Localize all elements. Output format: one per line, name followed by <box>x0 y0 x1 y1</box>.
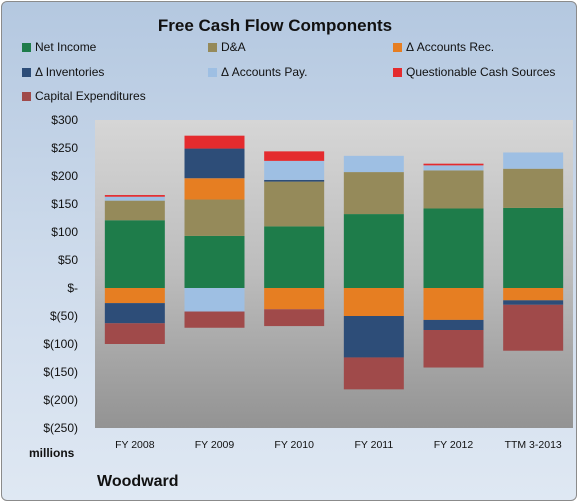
legend-swatch <box>208 43 217 52</box>
bar-segment <box>184 135 245 149</box>
bar-segment <box>343 155 404 173</box>
y-tick-label: $(100) <box>43 337 78 351</box>
bar-segment <box>264 309 325 327</box>
y-tick-label: $200 <box>51 169 78 183</box>
bar-segment <box>423 163 484 166</box>
y-tick-label: $150 <box>51 197 78 211</box>
x-tick-label: TTM 3-2013 <box>505 439 562 451</box>
bar-segment <box>503 152 564 169</box>
bar-segment <box>343 316 404 358</box>
bar-segment <box>264 151 325 161</box>
bar-segment <box>343 288 404 316</box>
bar-segment <box>184 178 245 200</box>
y-tick-label: $250 <box>51 141 78 155</box>
bar-segment <box>104 196 165 201</box>
bar-segment <box>503 207 564 288</box>
bar-segment <box>264 288 325 310</box>
legend-label: Questionable Cash Sources <box>406 65 556 79</box>
bar-segment <box>503 168 564 208</box>
legend-item-net-income: Net Income <box>22 40 96 54</box>
legend-swatch <box>22 43 31 52</box>
bar-segment <box>423 170 484 209</box>
y-tick-label: $- <box>67 281 78 295</box>
bar-segment <box>104 323 165 344</box>
legend-item-inventories: Δ Inventories <box>22 65 104 79</box>
bar-segment <box>264 179 325 182</box>
bar-segment <box>503 300 564 305</box>
bar-segment <box>423 165 484 171</box>
legend-item-d-and-a: D&A <box>208 40 246 54</box>
y-tick-label: $(150) <box>43 365 78 379</box>
bar-segment <box>423 319 484 330</box>
y-tick-label: $50 <box>58 253 78 267</box>
bar-segment <box>264 181 325 227</box>
bar-segment <box>343 172 404 215</box>
legend-label: Δ Accounts Pay. <box>221 65 308 79</box>
bar-segment <box>423 330 484 368</box>
y-tick-label: $(200) <box>43 393 78 407</box>
x-tick-label: FY 2011 <box>354 439 393 451</box>
bar-segment <box>503 304 564 351</box>
bar-segment <box>423 288 484 320</box>
bar-segment <box>184 235 245 288</box>
legend-label: D&A <box>221 40 246 54</box>
bar-segment <box>184 199 245 236</box>
x-tick-label: FY 2010 <box>274 439 314 451</box>
x-tick-label: FY 2012 <box>434 439 474 451</box>
plot-area <box>95 120 573 428</box>
bar-segment <box>423 208 484 288</box>
bar-segment <box>104 195 165 197</box>
legend-item-accounts-pay: Δ Accounts Pay. <box>208 65 308 79</box>
bar-segment <box>104 288 165 304</box>
legend-label: Δ Accounts Rec. <box>406 40 495 54</box>
legend-swatch <box>208 68 217 77</box>
y-tick-label: $100 <box>51 225 78 239</box>
legend-swatch <box>22 68 31 77</box>
chart-title: Free Cash Flow Components <box>157 16 393 35</box>
bar-segment <box>264 226 325 288</box>
x-tick-label: FY 2009 <box>195 439 235 451</box>
bar-segment <box>104 200 165 221</box>
company-name: Woodward <box>97 473 179 490</box>
bar-segment <box>184 148 245 179</box>
legend-label: Capital Expenditures <box>35 89 146 103</box>
legend-swatch <box>22 92 31 101</box>
legend-label: Δ Inventories <box>35 65 105 79</box>
y-tick-label: $(50) <box>50 309 78 323</box>
legend-item-questionable-cash-sources: Questionable Cash Sources <box>393 65 555 79</box>
y-tick-label: $(250) <box>43 421 78 435</box>
bar-segment <box>264 160 325 180</box>
legend-label: Net Income <box>35 40 97 54</box>
y-tick-label: $300 <box>51 113 78 127</box>
bar-segment <box>343 357 404 390</box>
bar-segment <box>184 311 245 328</box>
legend-swatch <box>393 68 402 77</box>
bar-segment <box>104 303 165 324</box>
bar-segment <box>104 220 165 288</box>
bar-segment <box>503 288 564 301</box>
bar-segment <box>184 288 245 312</box>
units-label: millions <box>29 446 75 460</box>
legend-item-capital-expenditures: Capital Expenditures <box>22 89 146 103</box>
legend-swatch <box>393 43 402 52</box>
bar-segment <box>343 214 404 288</box>
x-tick-label: FY 2008 <box>115 439 155 451</box>
legend-item-accounts-rec: Δ Accounts Rec. <box>393 40 494 54</box>
